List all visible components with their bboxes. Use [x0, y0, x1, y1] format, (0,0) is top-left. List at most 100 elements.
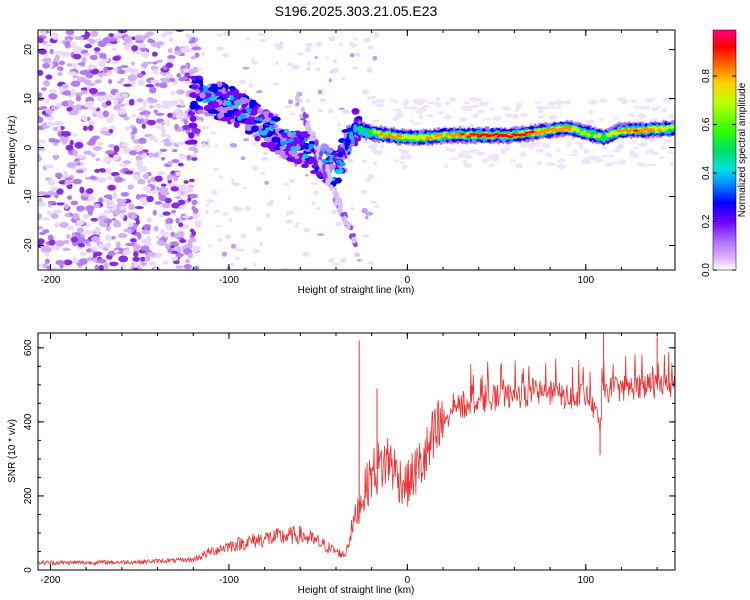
spectrogram-halo-blob — [490, 107, 495, 111]
spectrogram-noise-blob — [123, 36, 132, 44]
spectrogram-noise-blob — [117, 30, 128, 34]
spectrogram-noise-blob — [59, 221, 69, 228]
spectrogram-noise-blob — [366, 174, 375, 180]
spectrogram-noise-blob — [105, 167, 112, 175]
spectrogram-noise-blob — [72, 75, 79, 79]
spectrogram-noise-blob — [122, 249, 131, 256]
spectrogram-noise-blob — [367, 45, 374, 50]
spectrogram-noise-blob — [117, 233, 128, 239]
spectrogram-noise-blob — [363, 37, 371, 43]
spectrogram-noise-blob — [171, 209, 176, 214]
spectrogram-noise-blob — [303, 227, 310, 233]
spectrogram-noise-blob — [54, 193, 59, 199]
spectrogram-noise-blob — [43, 44, 53, 48]
spectrogram-noise-blob — [319, 98, 326, 103]
spectrogram-halo-blob — [588, 109, 594, 115]
spectrogram-band-blob — [271, 116, 281, 122]
spectrogram-band-blob — [304, 160, 314, 165]
colorbar-tick-label: 0.0 — [701, 263, 712, 277]
spectrogram-halo-blob — [635, 162, 646, 166]
spectrogram-band-segment — [524, 131, 529, 134]
spectrogram-noise-blob — [89, 54, 98, 61]
spectrogram-noise-blob — [107, 250, 116, 256]
spectrogram-noise-blob — [113, 105, 121, 111]
spectrogram-noise-blob — [211, 189, 218, 196]
spectrogram-noise-blob — [105, 100, 112, 106]
spectrogram-halo-blob — [449, 157, 459, 160]
spectrogram-band-blob — [228, 85, 236, 91]
spectrogram-noise-blob — [149, 105, 154, 109]
spectrogram-band-peak — [259, 117, 264, 122]
spectrogram-band-blob — [191, 84, 199, 90]
spectrogram-band-peak — [254, 117, 260, 121]
spectrogram-band-segment — [372, 129, 377, 135]
spectrogram-noise-blob — [284, 105, 292, 108]
snr-ytick-label: 400 — [23, 413, 34, 430]
spectrogram-noise-blob — [123, 228, 133, 233]
spectrogram-halo-blob — [612, 116, 619, 120]
spectrogram-noise-blob — [149, 98, 158, 104]
spectrogram-noise-blob — [102, 157, 112, 164]
spectrogram-noise-blob — [188, 184, 195, 188]
spectrogram-halo-blob — [481, 158, 490, 163]
spectrogram-noise-blob — [189, 228, 195, 233]
spectrogram-band-segment — [665, 125, 671, 130]
spectrogram-noise-blob — [48, 239, 56, 246]
spectrogram-noise-blob — [38, 92, 43, 97]
spectrogram-noise-blob — [183, 180, 189, 184]
spectrogram-halo-blob — [550, 106, 555, 109]
spectrogram-band-segment — [582, 130, 587, 135]
spectrogram-noise-blob — [76, 205, 86, 212]
spectrogram-halo-blob — [633, 118, 640, 122]
spectrogram-noise-blob — [85, 205, 95, 212]
spectrogram-noise-blob — [317, 233, 325, 236]
spectrogram-noise-blob — [146, 235, 152, 242]
spectrogram-noise-blob — [154, 175, 163, 183]
spectrogram-noise-blob — [139, 256, 146, 262]
spectrogram-noise-blob — [166, 174, 173, 181]
spectrogram-noise-blob — [156, 43, 161, 49]
spectrogram-band-peak — [291, 131, 296, 136]
spectrogram-band-segment — [597, 133, 602, 138]
spectrogram-noise-blob — [138, 115, 144, 119]
spectrogram-halo-blob — [445, 114, 451, 117]
spectrogram-halo-blob — [409, 119, 414, 123]
spectrogram-noise-blob — [160, 120, 166, 126]
spectrogram-noise-blob — [82, 125, 88, 131]
spectrogram-noise-blob — [38, 112, 42, 117]
spectrogram-noise-blob — [94, 79, 102, 84]
spectrogram-noise-blob — [71, 212, 80, 220]
spectrogram-noise-blob — [66, 234, 71, 239]
spectrogram-noise-blob — [55, 239, 65, 247]
spectrogram-noise-blob — [370, 200, 378, 204]
spectrogram-noise-blob — [162, 211, 171, 216]
spectrogram-band-segment — [618, 129, 623, 133]
spectrogram-noise-blob — [113, 154, 120, 161]
spectrogram-noise-blob — [273, 113, 279, 117]
spectrogram-noise-blob — [62, 247, 71, 251]
spectrogram-noise-blob — [155, 235, 162, 240]
spectrogram-noise-blob — [103, 218, 113, 224]
spectrogram-noise-blob — [118, 162, 129, 167]
spectrogram-halo-blob — [600, 154, 611, 158]
spectrogram-noise-blob — [218, 175, 223, 179]
spectrogram-band-blob — [244, 125, 253, 131]
spectrogram-band-blob — [241, 103, 247, 109]
spectrogram-halo-blob — [475, 151, 486, 156]
spectrogram-band-segment — [633, 129, 638, 132]
spectrogram-band-segment — [398, 134, 403, 138]
spectrogram-band-segment — [483, 133, 489, 136]
spectrogram-noise-blob — [341, 77, 346, 81]
spectrogram-noise-blob — [242, 66, 250, 70]
spectrogram-streak-blob — [304, 123, 311, 131]
spectrogram-halo-blob — [598, 118, 604, 122]
spectrogram-noise-blob — [145, 84, 155, 88]
spectrogram-noise-blob — [38, 107, 44, 111]
spectrogram-noise-blob — [104, 93, 113, 101]
spectrogram-noise-blob — [346, 158, 354, 163]
spectrogram-noise-blob — [67, 225, 74, 231]
spectrogram-halo-blob — [578, 144, 584, 150]
spectrogram-noise-blob — [129, 150, 138, 156]
spectrogram-halo-blob — [375, 98, 385, 103]
spectrogram-noise-blob — [161, 104, 169, 109]
